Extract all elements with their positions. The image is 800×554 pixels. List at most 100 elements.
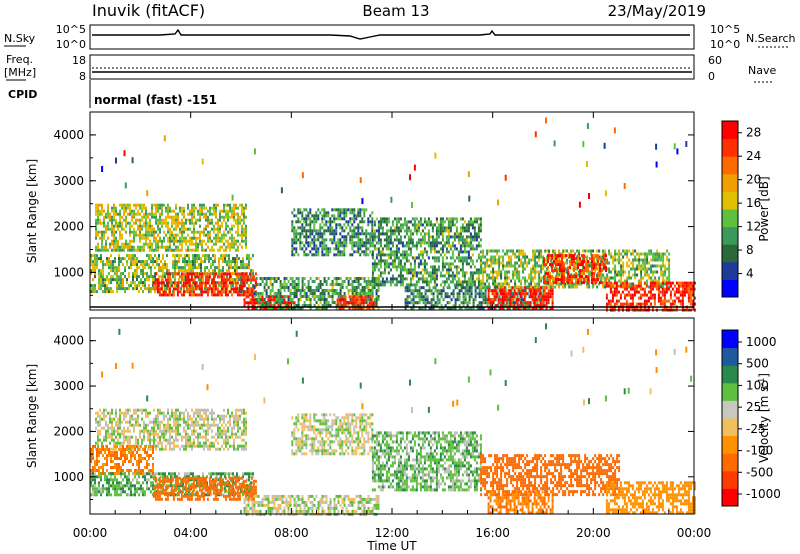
scatter-cell	[458, 295, 461, 299]
scatter-cell	[582, 249, 585, 253]
scatter-cell	[221, 209, 223, 213]
scatter-cell	[489, 289, 492, 293]
scatter-cell	[164, 260, 166, 264]
scatter-cell	[523, 286, 526, 290]
scatter-cell	[457, 259, 460, 263]
scatter-cell	[404, 301, 407, 305]
scatter-cell	[191, 239, 193, 243]
scatter-cell	[162, 290, 165, 294]
scatter-cell	[142, 266, 144, 270]
scatter-cell	[113, 215, 115, 219]
scatter-cell	[349, 235, 352, 239]
scatter-cell	[500, 261, 503, 265]
scatter-cell	[345, 235, 348, 239]
scatter-cell	[510, 279, 513, 283]
scatter-cell	[307, 304, 310, 307]
scatter-cell	[244, 266, 246, 270]
scatter-cell	[321, 220, 324, 224]
scatter-cell	[419, 223, 422, 227]
scatter-cell	[104, 278, 106, 282]
scatter-cell	[136, 275, 138, 279]
scatter-cell	[549, 275, 551, 279]
scatter-cell	[97, 233, 99, 237]
scatter-cell	[459, 283, 462, 287]
scatter-cell	[240, 266, 242, 270]
scatter-cell	[132, 272, 134, 276]
scatter-cell	[200, 260, 202, 264]
scatter-cell	[122, 284, 124, 288]
scatter-cell	[323, 211, 326, 215]
scatter-cell	[317, 253, 320, 257]
scatter-cell	[329, 229, 332, 233]
scatter-cell	[182, 278, 184, 282]
scatter-cell	[206, 272, 209, 276]
scatter-cell	[385, 229, 388, 233]
scatter-cell	[540, 267, 543, 271]
scatter-cell	[425, 271, 428, 275]
scatter-cell	[297, 226, 300, 230]
scatter-cell	[172, 287, 175, 291]
scatter-cell	[143, 233, 145, 237]
scatter-cell	[446, 286, 449, 290]
scatter-cell	[283, 301, 286, 305]
scatter-cell	[107, 248, 109, 252]
scatter-cell	[229, 206, 231, 210]
scatter-cell	[209, 248, 211, 252]
scatter-cell	[149, 227, 151, 231]
scatter-cell	[162, 281, 165, 285]
scatter-cell	[467, 223, 470, 227]
scatter-cell	[435, 229, 438, 233]
scatter-cell	[571, 260, 573, 264]
scatter-cell	[409, 265, 412, 269]
scatter-cell	[106, 257, 108, 261]
scatter-cell	[486, 258, 489, 262]
scatter-cell	[225, 224, 227, 228]
scatter-cell	[206, 287, 209, 291]
scatter-cell	[506, 279, 509, 283]
scatter-cell	[277, 304, 280, 308]
scatter-cell	[642, 267, 645, 271]
scatter-cell	[383, 271, 386, 275]
scatter-cell	[436, 292, 439, 296]
scatter-cell	[415, 229, 418, 233]
scatter-cell	[212, 287, 215, 291]
scatter-cell	[248, 254, 250, 258]
scatter-cell	[243, 221, 245, 225]
scatter-cell	[377, 253, 380, 257]
scatter-cell	[361, 277, 364, 280]
scatter-cell	[149, 218, 151, 222]
scatter-cell	[123, 212, 125, 216]
scatter-cell	[285, 304, 288, 307]
scatter-cell	[482, 270, 485, 274]
scatter-cell	[221, 215, 223, 219]
scatter-cell	[622, 273, 625, 277]
scatter-cell	[208, 278, 210, 282]
scatter-cell	[417, 262, 420, 266]
scatter-cell	[220, 278, 223, 282]
scatter-cell	[184, 257, 186, 261]
scatter-cell	[477, 256, 480, 260]
scatter-cell	[208, 287, 211, 291]
scatter-cell	[367, 298, 370, 301]
scatter-cell	[530, 267, 533, 271]
scatter-cell	[453, 277, 456, 281]
scatter-cell	[459, 217, 462, 221]
scatter-cell	[148, 275, 150, 279]
scatter-cell	[333, 241, 336, 245]
scatter-cell	[170, 281, 172, 285]
scatter-cell	[101, 230, 103, 234]
scatter-cell	[579, 260, 581, 264]
scatter-cell	[365, 280, 368, 283]
scatter-cell	[506, 270, 509, 274]
scatter-cell	[634, 267, 637, 271]
scatter-cell	[469, 241, 472, 245]
scatter-cell	[339, 241, 342, 245]
scatter-cell	[236, 272, 239, 276]
scatter-cell	[526, 279, 529, 283]
scatter-cell	[342, 301, 345, 305]
scatter-cell	[445, 229, 448, 233]
scatter-cell	[430, 289, 433, 293]
scatter-cell	[245, 206, 247, 210]
scatter-cell	[498, 282, 501, 286]
scatter-cell	[220, 284, 223, 288]
